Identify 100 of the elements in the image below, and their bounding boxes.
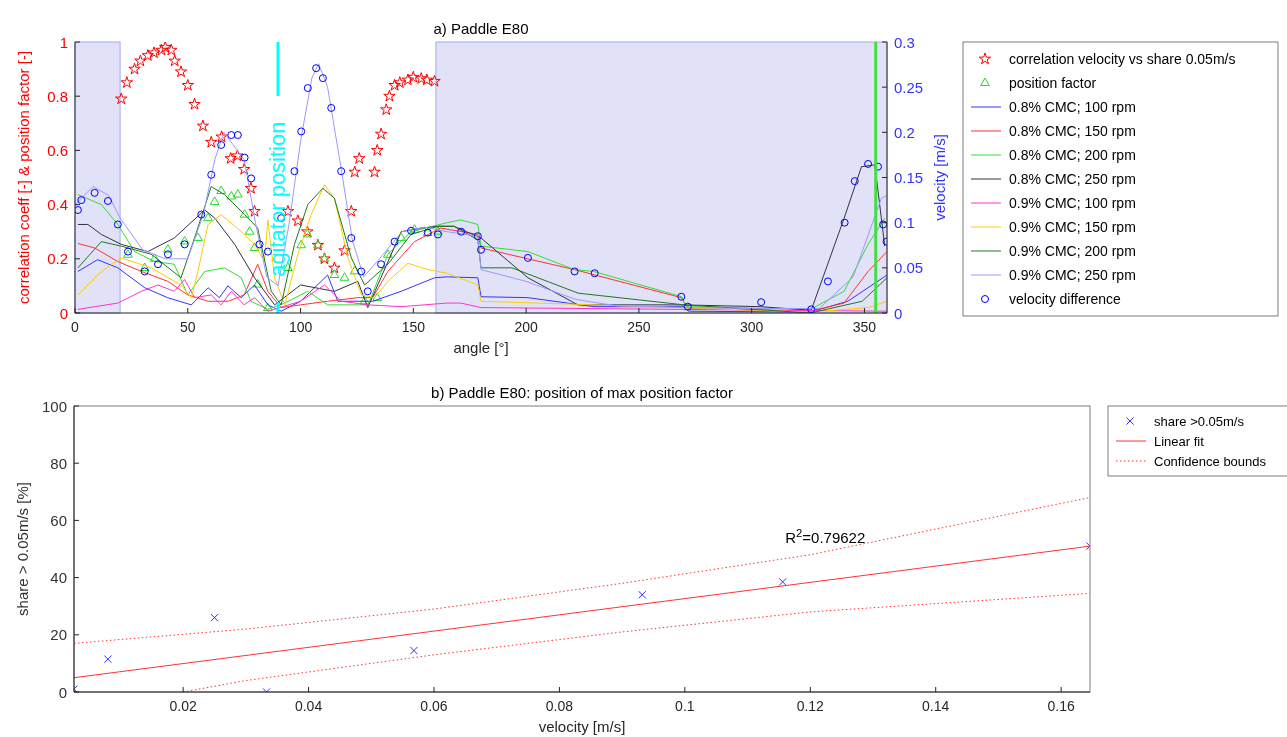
legend-label: 0.9% CMC; 250 rpm: [1009, 267, 1136, 283]
ref-line-label: agitator position: [265, 121, 291, 277]
x-tick-label: 0.08: [545, 698, 574, 714]
legend-label: 0.8% CMC; 150 rpm: [1009, 123, 1136, 139]
point: [349, 265, 360, 275]
point: [757, 298, 766, 307]
point: [371, 143, 384, 156]
point: [255, 240, 264, 249]
point: [368, 165, 381, 178]
point: [840, 218, 849, 227]
point: [327, 103, 336, 112]
y-axis-title: correlation coeff [-] & position factor [-]: [15, 50, 32, 305]
point: [140, 267, 149, 276]
point: [380, 103, 393, 116]
point: [359, 295, 370, 305]
point: [377, 260, 386, 269]
point: [312, 64, 321, 73]
point: [174, 65, 188, 78]
x-tick-label: 0.14: [922, 698, 950, 714]
point: [457, 227, 466, 236]
y-tick-label: 0.4: [47, 196, 68, 214]
x-tick-label: 0.04: [294, 698, 323, 714]
legend-label: position factor: [1009, 75, 1097, 91]
annotation: R$^{2}$=0.79622: [785, 527, 866, 547]
point: [390, 237, 399, 246]
point: [297, 127, 306, 136]
chart-title: a) Paddle E80: [433, 20, 529, 37]
x-tick-label: 0.12: [796, 698, 825, 714]
point: [345, 204, 358, 217]
point: [217, 140, 226, 149]
y2-tick-label: 0.1: [894, 214, 915, 232]
x-tick-label: 100: [288, 319, 313, 335]
y-tick-label: 1: [59, 33, 68, 51]
legend-label: velocity difference: [1009, 291, 1122, 307]
point: [338, 244, 351, 256]
point: [477, 245, 485, 254]
point: [415, 72, 428, 84]
y-tick-label: 0.2: [47, 250, 68, 268]
point: [224, 152, 237, 164]
legend-label: share >0.05m/s: [1154, 413, 1245, 429]
x-axis-title: velocity [m/s]: [538, 718, 626, 735]
legend-label: Confidence bounds: [1154, 453, 1267, 469]
point: [433, 230, 442, 239]
legend-label: correlation velocity vs share 0.05m/s: [1009, 51, 1236, 67]
point: [103, 196, 112, 205]
point: [420, 73, 434, 86]
point: [163, 244, 173, 253]
y2-tick-label: 0.2: [894, 123, 915, 141]
point: [337, 167, 346, 176]
point: [227, 131, 236, 140]
y2-tick-label: 0.25: [894, 78, 924, 96]
point: [683, 302, 692, 311]
chart-title: b) Paddle E80: position of max position factor: [431, 384, 733, 401]
point: [247, 174, 256, 183]
point: [128, 62, 141, 75]
point: [233, 131, 242, 140]
x-tick-label: 0.16: [1047, 698, 1075, 714]
point: [296, 239, 307, 249]
point: [263, 302, 273, 312]
point: [677, 292, 686, 301]
point: [159, 42, 172, 53]
point: [638, 590, 647, 599]
point: [523, 253, 532, 262]
x-tick-label: 0.06: [420, 698, 448, 714]
point: [823, 277, 832, 286]
point: [141, 49, 155, 61]
y-tick-label: 60: [50, 511, 67, 529]
point: [216, 185, 227, 195]
y2-tick-label: 0.05: [894, 259, 924, 277]
point: [181, 78, 194, 91]
point: [807, 305, 816, 313]
point: [328, 261, 341, 274]
y2-tick-label: 0.15: [894, 169, 924, 186]
y2-tick-label: 0: [894, 304, 903, 322]
legend-label: Linear fit: [1154, 433, 1205, 449]
legend-label: 0.9% CMC; 100 rpm: [1009, 195, 1136, 211]
y-tick-label: 0: [58, 683, 67, 701]
point: [75, 206, 82, 215]
point: [248, 204, 261, 217]
x-tick-label: 150: [401, 319, 426, 335]
point: [353, 152, 366, 164]
point: [77, 196, 86, 205]
point: [428, 74, 441, 87]
point: [168, 54, 181, 67]
point: [433, 226, 443, 235]
point: [396, 232, 406, 241]
point: [303, 84, 312, 93]
line-series: [74, 497, 1090, 644]
legend-label: 0.9% CMC; 150 rpm: [1009, 219, 1136, 235]
point: [155, 43, 168, 56]
y-tick-label: 0.6: [47, 141, 68, 159]
point: [233, 189, 243, 198]
point: [363, 287, 372, 296]
point: [244, 181, 258, 194]
x-tick-label: 50: [179, 319, 196, 335]
point: [215, 130, 228, 143]
point: [252, 279, 263, 288]
point: [570, 267, 579, 276]
point: [120, 76, 134, 88]
point: [179, 235, 190, 245]
